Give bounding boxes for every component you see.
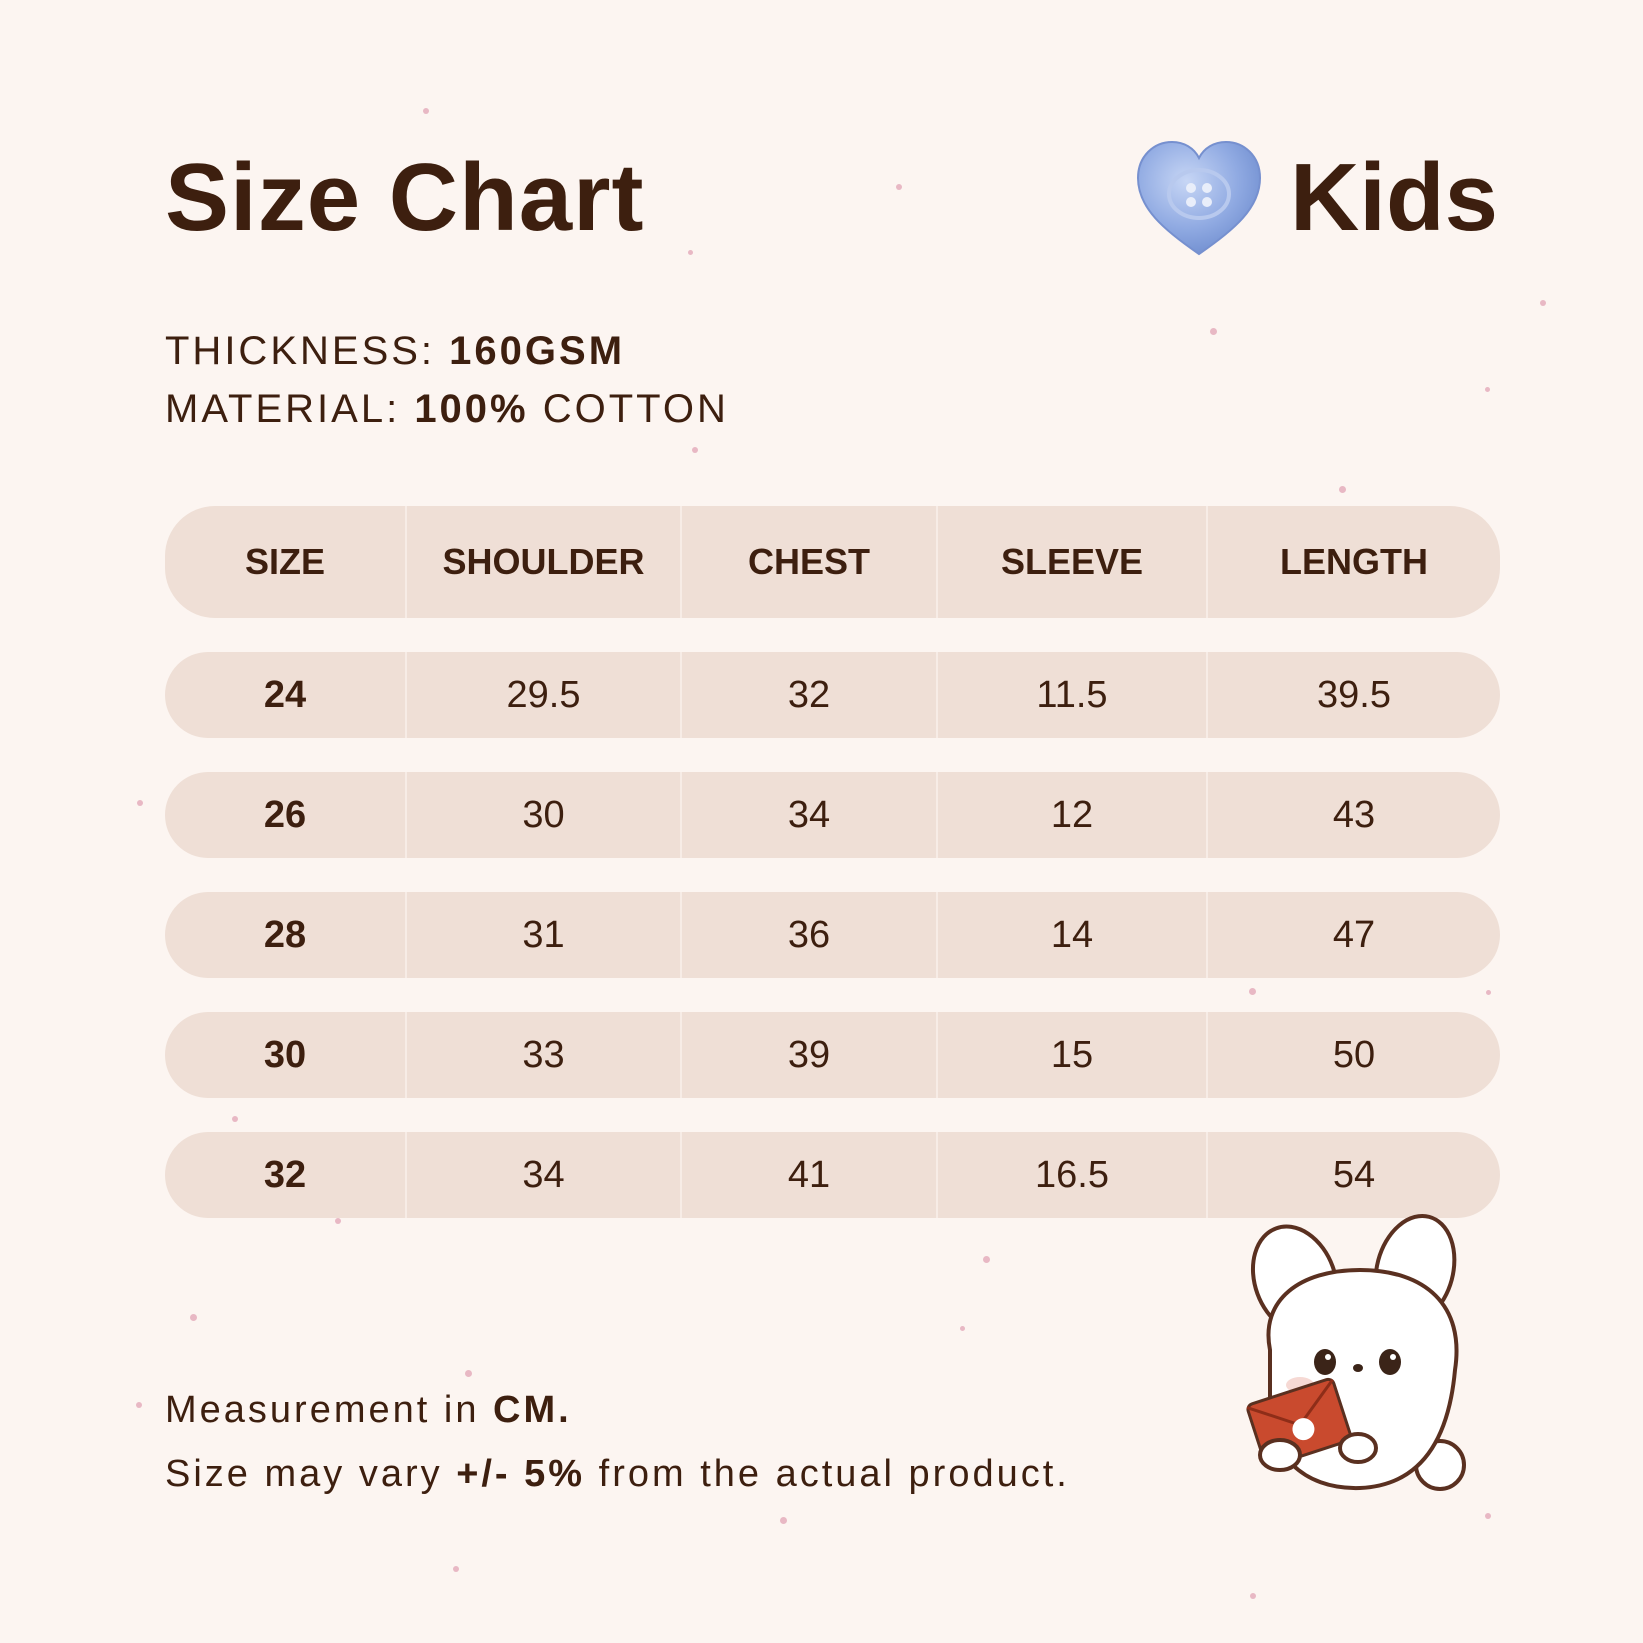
variance-note-prefix: Size may vary — [165, 1453, 443, 1495]
material-value-bold: 100% — [414, 387, 529, 431]
cell-shoulder: 33 — [405, 1012, 680, 1098]
cell-shoulder: 34 — [405, 1132, 680, 1218]
material-label: MATERIAL: — [165, 387, 401, 431]
cell-sleeve: 16.5 — [936, 1132, 1206, 1218]
variance-note-suffix: from the actual product. — [598, 1453, 1070, 1495]
heart-button-icon — [1136, 140, 1261, 256]
cell-size: 28 — [263, 913, 307, 956]
cell-chest: 36 — [680, 892, 936, 978]
cell-chest: 41 — [680, 1132, 936, 1218]
header-sleeve: SLEEVE — [936, 506, 1206, 618]
cell-size: 32 — [263, 1153, 307, 1196]
cell-size: 24 — [263, 673, 307, 716]
header-size: SIZE — [244, 541, 325, 582]
size-table: SIZE SHOULDER CHEST SLEEVE LENGTH 24 29.… — [165, 506, 1500, 1252]
cell-sleeve: 15 — [936, 1012, 1206, 1098]
brand-label: Kids — [1289, 144, 1498, 251]
cell-length: 54 — [1206, 1132, 1500, 1218]
cell-shoulder: 30 — [405, 772, 680, 858]
header-chest: CHEST — [680, 506, 936, 618]
table-row: 26 30 34 12 43 — [165, 772, 1500, 858]
table-row: 24 29.5 32 11.5 39.5 — [165, 652, 1500, 738]
table-row: 28 31 36 14 47 — [165, 892, 1500, 978]
header-length: LENGTH — [1206, 506, 1500, 618]
cell-shoulder: 29.5 — [405, 652, 680, 738]
cell-length: 47 — [1206, 892, 1500, 978]
material-line: MATERIAL: 100% COTTON — [165, 380, 729, 438]
cell-length: 43 — [1206, 772, 1500, 858]
cell-size: 26 — [263, 793, 307, 836]
thickness-label: THICKNESS: — [165, 329, 436, 373]
table-header-row: SIZE SHOULDER CHEST SLEEVE LENGTH — [165, 506, 1500, 618]
cell-sleeve: 12 — [936, 772, 1206, 858]
cell-sleeve: 11.5 — [936, 652, 1206, 738]
measurement-note-prefix: Measurement in — [165, 1389, 480, 1431]
variance-value: +/- 5% — [456, 1453, 586, 1495]
thickness-value: 160GSM — [449, 329, 626, 373]
cell-sleeve: 14 — [936, 892, 1206, 978]
brand-badge: Kids — [1134, 138, 1498, 258]
header-shoulder: SHOULDER — [405, 506, 680, 618]
cell-length: 50 — [1206, 1012, 1500, 1098]
cell-chest: 39 — [680, 1012, 936, 1098]
product-specs: THICKNESS: 160GSM MATERIAL: 100% COTTON — [165, 322, 729, 438]
footnotes: Measurement in CM. Size may vary +/- 5% … — [165, 1378, 1070, 1506]
material-value-rest: COTTON — [542, 387, 729, 431]
cell-length: 39.5 — [1206, 652, 1500, 738]
cell-chest: 32 — [680, 652, 936, 738]
table-row: 30 33 39 15 50 — [165, 1012, 1500, 1098]
bunny-mascot-icon — [1246, 1213, 1466, 1491]
cell-shoulder: 31 — [405, 892, 680, 978]
cell-size: 30 — [263, 1033, 307, 1076]
page-title: Size Chart — [165, 144, 645, 251]
table-row: 32 34 41 16.5 54 — [165, 1132, 1500, 1218]
measurement-unit: CM. — [493, 1389, 572, 1431]
measurement-note: Measurement in CM. — [165, 1378, 1070, 1442]
thickness-line: THICKNESS: 160GSM — [165, 322, 729, 380]
variance-note: Size may vary +/- 5% from the actual pro… — [165, 1442, 1070, 1506]
cell-chest: 34 — [680, 772, 936, 858]
